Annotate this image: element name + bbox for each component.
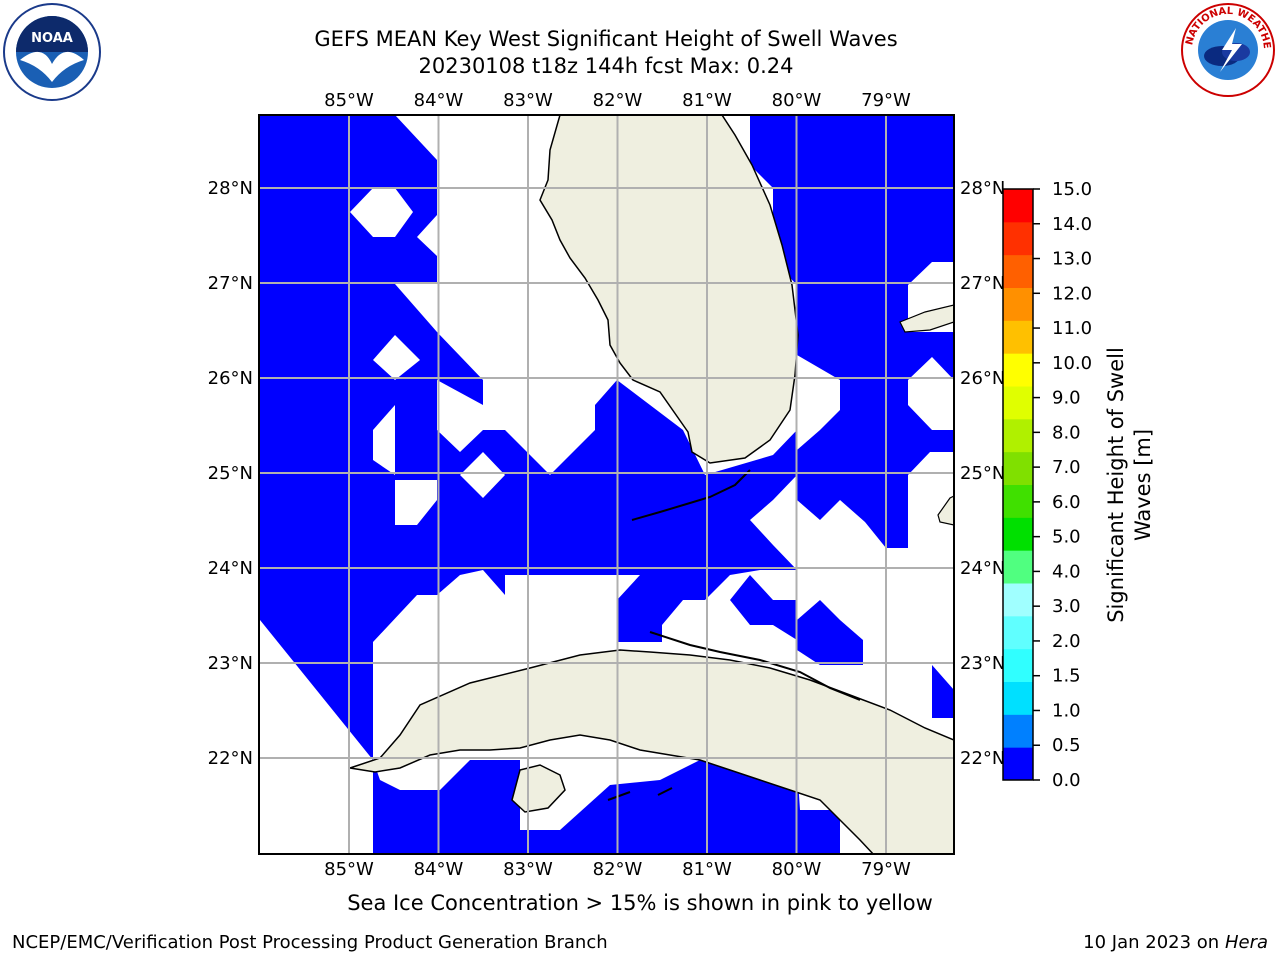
colorbar-segment	[1003, 747, 1033, 781]
sea-ice-note: Sea Ice Concentration > 15% is shown in …	[347, 891, 933, 915]
colorbar-label-line1: Significant Height of Swell	[1104, 347, 1128, 623]
bahamas-island-east	[937, 495, 954, 526]
graticule	[259, 115, 954, 854]
lat-label-left: 26°N	[208, 368, 253, 389]
longitude-labels-top: 85°W 84°W 83°W 82°W 81°W 80°W 79°W	[324, 90, 911, 111]
colorbar-tick-label: 14.0	[1052, 214, 1092, 235]
colorbar-frame	[1002, 188, 1034, 781]
lat-label-right: 22°N	[960, 748, 1005, 769]
latitude-labels-left: 28°N 27°N 26°N 25°N 24°N 23°N 22°N	[208, 178, 253, 769]
colorbar-segment	[1003, 353, 1033, 387]
lon-label-bottom: 81°W	[682, 859, 732, 880]
colorbar-tick-label: 11.0	[1052, 318, 1092, 339]
colorbar	[1002, 188, 1034, 781]
lat-label-left: 25°N	[208, 463, 253, 484]
colorbar-segment	[1003, 681, 1033, 715]
colorbar-tick-label: 2.0	[1052, 631, 1081, 652]
lon-label-bottom: 79°W	[861, 859, 911, 880]
lon-label-top: 82°W	[593, 90, 643, 111]
longitude-labels-bottom: 85°W 84°W 83°W 82°W 81°W 80°W 79°W	[324, 859, 911, 880]
lon-label-top: 79°W	[861, 90, 911, 111]
bahamas-island	[899, 304, 954, 333]
colorbar-tick-label: 0.0	[1052, 770, 1081, 791]
lon-label-top: 83°W	[503, 90, 553, 111]
colorbar-segment	[1003, 418, 1033, 453]
colorbar-tick-label: 1.0	[1052, 700, 1081, 721]
map-title: GEFS MEAN Key West Significant Height of…	[314, 27, 898, 51]
colorbar-tick-label: 4.0	[1052, 561, 1081, 582]
colorbar-tick-label: 10.0	[1052, 353, 1092, 374]
lon-label-bottom: 80°W	[772, 859, 822, 880]
colorbar-tick-label: 9.0	[1052, 388, 1081, 409]
colorbar-segment	[1003, 386, 1033, 420]
colorbar-tick-label: 13.0	[1052, 249, 1092, 270]
lat-label-right: 28°N	[960, 178, 1005, 199]
colorbar-tick-label: 1.5	[1052, 666, 1081, 687]
lat-label-right: 25°N	[960, 463, 1005, 484]
colorbar-tick-label: 12.0	[1052, 283, 1092, 304]
lon-label-top: 84°W	[414, 90, 464, 111]
lon-label-top: 81°W	[682, 90, 732, 111]
colorbar-tick-label: 15.0	[1052, 179, 1092, 200]
lon-label-bottom: 83°W	[503, 859, 553, 880]
lat-label-left: 27°N	[208, 273, 253, 294]
colorbar-tick-label: 5.0	[1052, 527, 1081, 548]
footer-branch: NCEP/EMC/Verification Post Processing Pr…	[12, 932, 608, 953]
lat-label-right: 24°N	[960, 558, 1005, 579]
cuba-landmass	[349, 649, 954, 854]
cuba-south-cays	[607, 787, 673, 801]
map-frame	[258, 114, 955, 855]
lat-label-right: 27°N	[960, 273, 1005, 294]
footer-host: Hera	[1224, 932, 1268, 953]
colorbar-segment	[1003, 254, 1033, 288]
lon-label-bottom: 85°W	[324, 859, 374, 880]
lon-label-bottom: 82°W	[593, 859, 643, 880]
colorbar-label-line2: Waves [m]	[1131, 429, 1155, 541]
noaa-logo-text: NOAA	[31, 31, 73, 46]
latitude-labels-right: 28°N 27°N 26°N 25°N 24°N 23°N 22°N	[960, 178, 1005, 769]
lon-label-top: 85°W	[324, 90, 374, 111]
florida-landmass	[539, 115, 799, 464]
colorbar-tick-label: 7.0	[1052, 457, 1081, 478]
lat-label-left: 24°N	[208, 558, 253, 579]
colorbar-segment	[1003, 287, 1033, 321]
florida-keys	[631, 469, 751, 521]
map-subtitle: 20230108 t18z 144h fcst Max: 0.24	[418, 54, 794, 78]
lat-label-right: 26°N	[960, 368, 1005, 389]
colorbar-ticks: 0.0 0.5 1.0 1.5 2.0 3.0 4.0 5.0 6.0 7.0 8.0 9.0 10.0…	[1033, 179, 1092, 791]
nws-logo: NATIONAL WEATHER SERVICE	[1176, 0, 1275, 97]
colorbar-segment	[1003, 221, 1033, 256]
lat-label-right: 23°N	[960, 653, 1005, 674]
footer-date: 10 Jan 2023 on Hera	[1083, 932, 1268, 953]
colorbar-segment	[1003, 550, 1033, 584]
noaa-logo: NOAA	[3, 3, 101, 101]
colorbar-segment	[1003, 648, 1033, 682]
lat-label-left: 23°N	[208, 653, 253, 674]
footer-date-text: 10 Jan 2023 on	[1083, 932, 1225, 953]
colorbar-tick-label: 3.0	[1052, 596, 1081, 617]
lon-label-bottom: 84°W	[414, 859, 464, 880]
colorbar-segment	[1003, 320, 1033, 354]
swell-height-field	[259, 115, 954, 854]
colorbar-segment	[1003, 451, 1033, 485]
colorbar-tick-label: 0.5	[1052, 735, 1081, 756]
colorbar-segment	[1003, 615, 1033, 650]
colorbar-segment	[1003, 583, 1033, 617]
colorbar-segment	[1003, 484, 1033, 518]
colorbar-segment	[1003, 517, 1033, 551]
lat-label-left: 22°N	[208, 748, 253, 769]
lon-label-top: 80°W	[772, 90, 822, 111]
colorbar-segment	[1003, 714, 1033, 748]
colorbar-segment	[1003, 189, 1033, 223]
lat-label-left: 28°N	[208, 178, 253, 199]
cuba-north-cays	[649, 631, 861, 701]
colorbar-tick-label: 8.0	[1052, 422, 1081, 443]
colorbar-tick-label: 6.0	[1052, 492, 1081, 513]
